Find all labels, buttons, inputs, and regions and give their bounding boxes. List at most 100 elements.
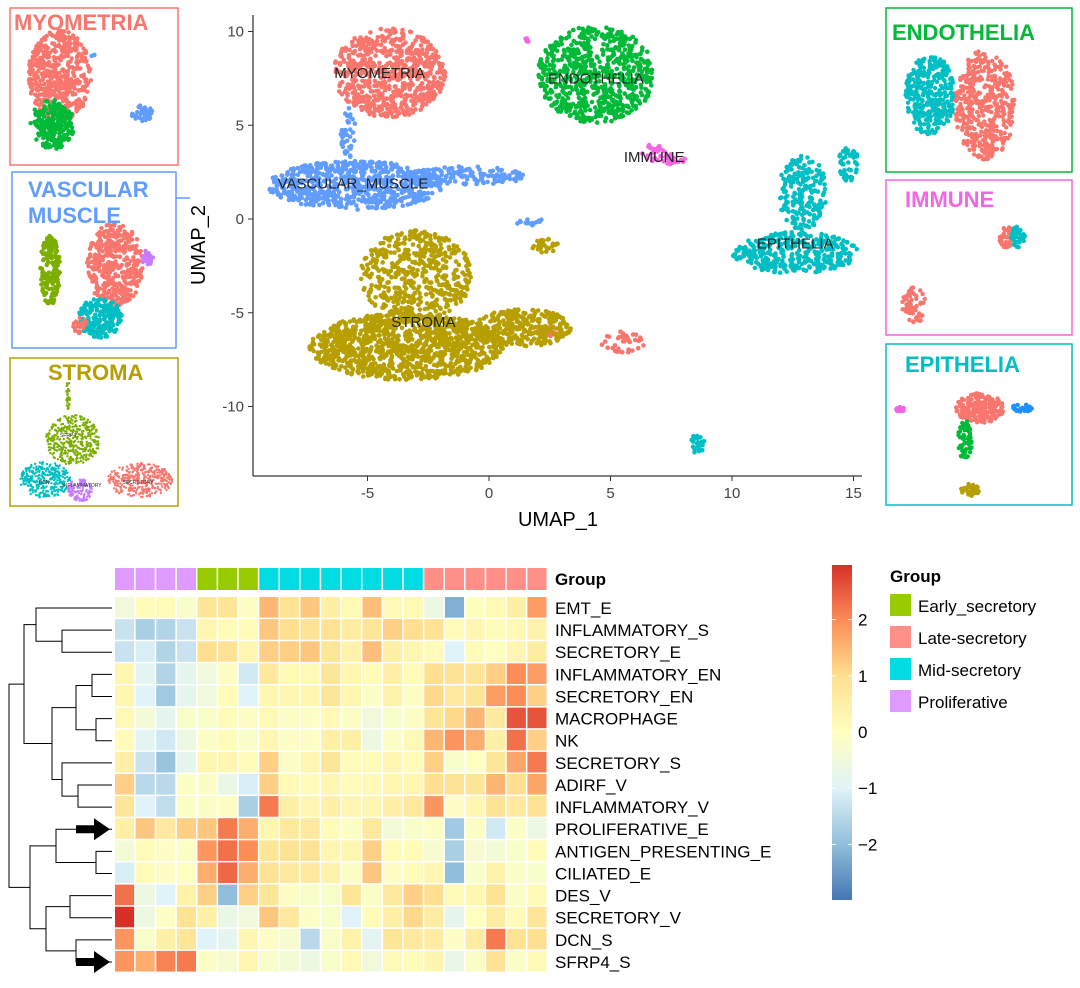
inset-point: [110, 311, 116, 316]
inset-point: [117, 254, 123, 259]
inset-point: [35, 465, 38, 468]
inset-point: [31, 470, 35, 473]
inset-point: [82, 458, 85, 461]
inset-sublabel: SECRETORY: [123, 480, 155, 486]
inset-point: [48, 144, 53, 149]
umap-point: [402, 112, 408, 117]
inset-point: [918, 59, 924, 64]
inset-point: [74, 453, 77, 456]
inset-point: [71, 436, 75, 440]
inset-point: [54, 442, 58, 445]
inset-point: [934, 72, 939, 78]
inset-point: [89, 308, 95, 313]
inset-point: [36, 467, 40, 471]
inset-point: [89, 454, 93, 457]
umap-point: [418, 43, 424, 48]
inset-point: [70, 70, 76, 75]
inset-point: [86, 444, 90, 447]
inset-point: [967, 432, 973, 437]
inset-point: [142, 113, 148, 119]
inset-point: [130, 266, 136, 271]
inset-point: [45, 490, 48, 493]
inset-point: [87, 449, 90, 453]
inset-point: [106, 288, 112, 294]
inset-point: [162, 479, 165, 482]
inset-point: [918, 288, 923, 293]
inset-point: [904, 94, 909, 100]
inset-point: [907, 294, 913, 299]
inset-point: [145, 262, 151, 267]
inset-point: [40, 273, 45, 279]
inset-point: [116, 311, 122, 316]
inset-point: [914, 86, 920, 91]
inset-point: [91, 432, 94, 436]
inset-point: [930, 100, 935, 106]
umap-point: [429, 64, 435, 69]
inset-point: [137, 115, 142, 121]
inset-point: [68, 426, 71, 429]
inset-point: [44, 274, 49, 279]
inset-point: [55, 434, 58, 437]
umap-point: [336, 89, 342, 94]
inset-point: [1009, 233, 1015, 239]
inset-point: [921, 88, 927, 94]
inset-point: [62, 445, 66, 449]
inset-point: [94, 308, 100, 313]
inset-point: [81, 437, 84, 440]
inset-title: IMMUNE: [905, 187, 994, 212]
inset-point: [943, 73, 949, 78]
umap-point: [410, 41, 416, 47]
inset-immune: IMMUNE: [885, 179, 1073, 336]
inset-point: [932, 77, 937, 83]
inset-point: [82, 421, 85, 424]
inset-point: [991, 138, 996, 143]
inset-point: [113, 298, 119, 303]
inset-point: [103, 334, 108, 339]
inset-point: [154, 482, 157, 485]
inset-point: [52, 456, 55, 459]
inset-point: [48, 473, 52, 477]
inset-point: [60, 92, 66, 97]
umap-point: [379, 107, 385, 112]
inset-point: [912, 104, 917, 110]
inset-point: [46, 93, 52, 98]
inset-point: [52, 70, 57, 75]
inset-point: [55, 280, 60, 285]
inset-point: [70, 417, 73, 420]
inset-point: [65, 440, 68, 443]
inset-point: [996, 83, 1001, 88]
inset-point: [87, 457, 90, 461]
inset-point: [981, 68, 986, 74]
inset-point: [89, 241, 94, 246]
inset-point: [129, 229, 135, 235]
inset-point: [994, 124, 999, 129]
inset-point: [141, 485, 144, 489]
inset-point: [112, 480, 115, 483]
inset-point: [907, 84, 913, 89]
inset-point: [66, 393, 69, 396]
inset-point: [62, 29, 67, 34]
inset-point: [966, 132, 971, 138]
umap-point: [407, 83, 413, 89]
inset-point: [67, 462, 71, 465]
umap-point: [419, 104, 425, 109]
inset-point: [998, 132, 1004, 137]
inset-point: [79, 456, 82, 460]
umap-point: [350, 43, 356, 49]
umap-point: [375, 98, 380, 103]
umap-point: [378, 48, 384, 54]
inset-point: [41, 257, 46, 263]
inset-point: [32, 50, 38, 55]
inset-point: [51, 471, 54, 474]
inset-point: [74, 497, 78, 500]
inset-point: [118, 466, 121, 469]
inset-point: [1009, 114, 1014, 119]
umap-point: [368, 89, 374, 94]
inset-point: [989, 68, 994, 74]
inset-point: [67, 65, 72, 70]
inset-point: [62, 426, 66, 430]
inset-point: [89, 434, 92, 438]
inset-point: [60, 430, 63, 433]
inset-point: [1014, 408, 1019, 414]
